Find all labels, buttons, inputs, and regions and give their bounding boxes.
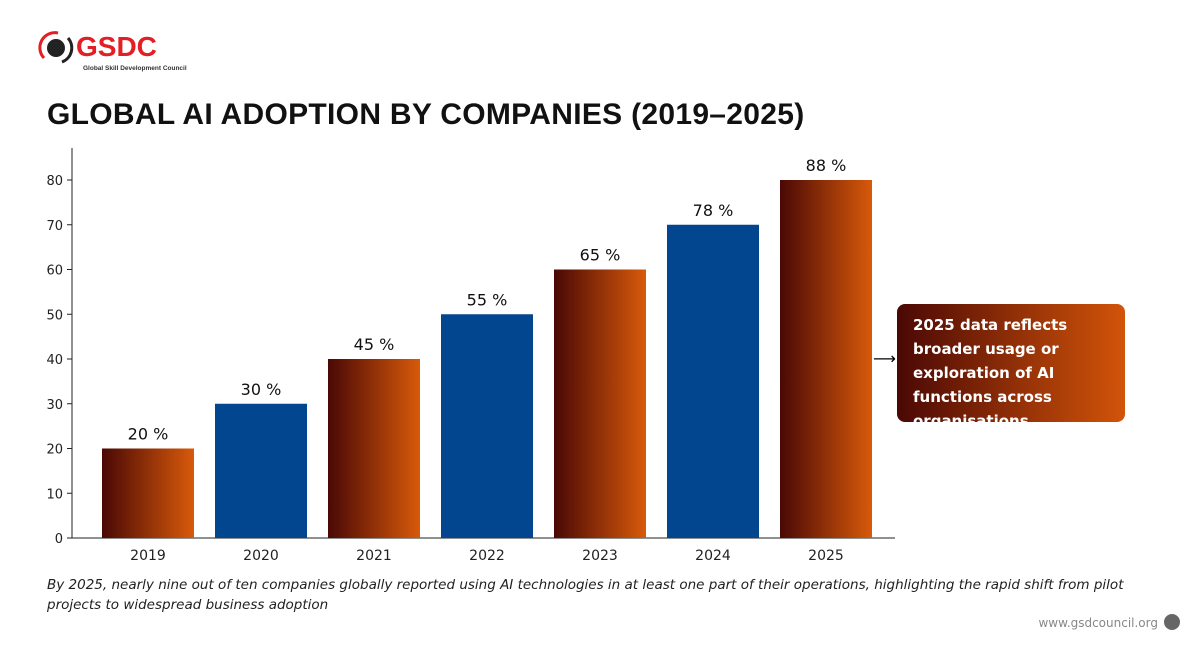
data-label: 20 %	[128, 425, 169, 444]
x-tick-label: 2023	[582, 548, 618, 564]
bar-2022	[441, 314, 533, 538]
x-tick-label: 2020	[243, 548, 279, 564]
svg-text:Global Skill Development Counc: Global Skill Development Council	[83, 65, 187, 72]
y-tick-label: 0	[55, 532, 63, 547]
data-label: 88 %	[806, 156, 847, 175]
y-tick-label: 20	[46, 443, 63, 458]
x-tick-label: 2019	[130, 548, 166, 564]
arrow-icon: ⟶	[873, 349, 896, 368]
x-tick-label: 2025	[808, 548, 844, 564]
bar-2020	[215, 403, 307, 538]
globe-icon	[1164, 614, 1180, 630]
data-label: 65 %	[580, 246, 621, 265]
website-link[interactable]: www.gsdcouncil.org	[1038, 616, 1158, 630]
y-tick-label: 80	[46, 174, 63, 189]
chart-title: GLOBAL AI ADOPTION BY COMPANIES (2019–20…	[47, 98, 805, 131]
data-label: 55 %	[467, 290, 508, 309]
bar-2024	[667, 224, 759, 538]
y-tick-label: 10	[46, 487, 63, 502]
gsdc-logo: GSDC Global Skill Development Council	[38, 31, 187, 72]
y-tick-label: 50	[46, 308, 63, 323]
caption: By 2025, nearly nine out of ten companie…	[47, 577, 1124, 613]
y-tick-label: 30	[46, 398, 63, 413]
x-tick-label: 2021	[356, 548, 392, 564]
data-label: 45 %	[354, 335, 395, 354]
y-tick-label: 40	[46, 353, 63, 368]
x-tick-label: 2024	[695, 548, 731, 564]
annotation-callout: 2025 data reflects broader usage or expl…	[897, 304, 1125, 430]
data-label: 78 %	[693, 201, 734, 220]
bar-2019	[102, 448, 194, 538]
x-tick-label: 2022	[469, 548, 505, 564]
bar-2021	[328, 359, 420, 538]
svg-text:GSDC: GSDC	[76, 31, 157, 62]
y-tick-label: 60	[46, 264, 63, 279]
bar-2023	[554, 269, 646, 538]
data-label: 30 %	[241, 380, 282, 399]
y-tick-label: 70	[46, 219, 63, 234]
bar-2025	[780, 180, 872, 538]
